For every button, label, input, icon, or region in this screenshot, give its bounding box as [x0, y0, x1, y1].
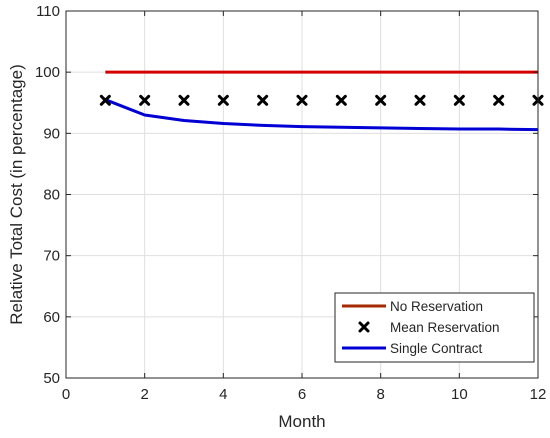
- y-axis-label: Relative Total Cost (in percentage): [7, 64, 26, 325]
- series-marker-mean-reservation: [99, 94, 111, 106]
- series-marker-mean-reservation-stroke-b: [217, 94, 229, 106]
- y-tick-label: 110: [36, 3, 60, 20]
- series-layer: [99, 70, 544, 132]
- series-line-single-contract: [104, 98, 539, 132]
- x-tick-label: 8: [376, 386, 384, 403]
- legend: No Reservation Mean Reservation Single Con…: [334, 292, 535, 363]
- y-tick-label: 60: [43, 309, 60, 326]
- x-axis-label: Month: [278, 412, 325, 431]
- series-marker-mean-reservation: [139, 94, 151, 106]
- series-marker-mean-reservation-stroke-b: [453, 94, 465, 106]
- y-tick-label: 80: [43, 187, 60, 204]
- series-marker-mean-reservation: [493, 94, 505, 106]
- series-marker-mean-reservation: [335, 94, 347, 106]
- series-marker-mean-reservation: [375, 94, 387, 106]
- legend-label-no-reservation: No Reservation: [390, 299, 483, 314]
- series-marker-mean-reservation-stroke-b: [139, 94, 151, 106]
- series-marker-mean-reservation: [217, 94, 229, 106]
- series-marker-mean-reservation-stroke-b: [296, 94, 308, 106]
- series-marker-mean-reservation: [453, 94, 465, 106]
- series-marker-mean-reservation-stroke-b: [414, 94, 426, 106]
- tick-labels: 0 2 4 6 8 10 12 50 60 70 80 90 100 110: [35, 3, 546, 403]
- series-marker-mean-reservation-stroke-b: [493, 94, 505, 106]
- y-tick-label: 100: [35, 64, 60, 81]
- x-tick-label: 10: [451, 386, 468, 403]
- legend-swatch-mean-reservation-stroke-b: [358, 321, 370, 333]
- series-marker-mean-reservation: [296, 94, 308, 106]
- legend-swatch-mean-reservation: [358, 321, 370, 333]
- x-tick-label: 0: [62, 386, 70, 403]
- legend-label-single-contract: Single Contract: [390, 341, 483, 356]
- x-tick-label: 6: [298, 386, 306, 403]
- x-tick-label: 4: [219, 386, 227, 403]
- x-tick-label: 12: [530, 386, 547, 403]
- series-marker-mean-reservation-stroke-b: [178, 94, 190, 106]
- y-tick-label: 50: [43, 370, 60, 387]
- series-marker-mean-reservation: [257, 94, 269, 106]
- y-tick-label: 90: [43, 125, 60, 142]
- series-marker-mean-reservation-stroke-b: [99, 94, 111, 106]
- series-marker-mean-reservation-stroke-b: [335, 94, 347, 106]
- legend-label-mean-reservation: Mean Reservation: [390, 320, 500, 335]
- series-marker-mean-reservation-stroke-b: [257, 94, 269, 106]
- y-tick-label: 70: [43, 248, 60, 265]
- series-marker-mean-reservation: [178, 94, 190, 106]
- series-marker-mean-reservation-stroke-b: [375, 94, 387, 106]
- x-tick-label: 2: [140, 386, 148, 403]
- series-marker-mean-reservation: [414, 94, 426, 106]
- tick-marks: [65, 10, 539, 379]
- legend-items: No Reservation Mean Reservation Single Con…: [342, 299, 500, 356]
